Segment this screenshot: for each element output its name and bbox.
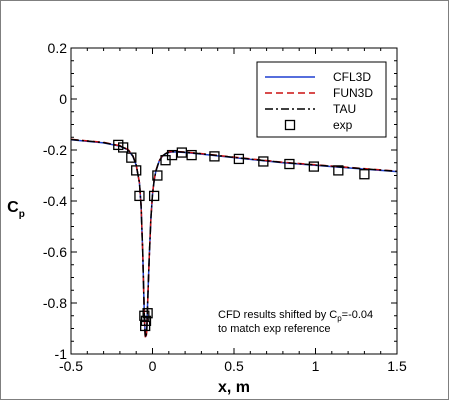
x-tick-label-3: 1	[312, 358, 320, 374]
y-axis-ticks: 0.2 0 -0.2 -0.4 -0.6 -0.8 -1	[43, 40, 397, 362]
y-tick-label-1: 0	[59, 91, 67, 107]
x-axis-label: x, m	[218, 379, 250, 396]
series-line-cfl3d	[71, 139, 397, 337]
legend-label-cfl3d: CFL3D	[333, 70, 371, 84]
legend: CFL3D FUN3D TAU exp	[256, 61, 387, 138]
y-axis-label-main: C	[7, 199, 19, 216]
legend-box	[256, 61, 387, 138]
y-axis-label-subscript: p	[19, 209, 25, 220]
exp-point-10	[152, 170, 163, 181]
exp-point-19	[308, 161, 320, 172]
y-tick-label-6: -1	[55, 346, 68, 362]
annotation: CFD results shifted by Cp=-0.04 to match…	[218, 309, 373, 335]
y-tick-label-2: -0.2	[43, 142, 67, 158]
exp-point-13	[176, 147, 187, 158]
exp-point-17	[258, 156, 269, 167]
exp-point-14	[186, 149, 197, 161]
exp-point-2	[126, 152, 137, 163]
y-axis-label: Cp	[7, 199, 25, 220]
exp-point-4	[134, 190, 145, 202]
legend-swatch-exp	[284, 119, 296, 131]
y-tick-label-5: -0.8	[43, 295, 67, 311]
y-tick-label-3: -0.4	[43, 193, 67, 209]
y-tick-label-4: -0.6	[43, 244, 67, 260]
exp-point-15	[209, 151, 220, 162]
legend-label-exp: exp	[333, 118, 353, 132]
exp-point-3	[131, 165, 142, 176]
exp-point-8	[142, 308, 153, 319]
x-tick-label-2: 0.5	[224, 358, 244, 374]
annotation-line-2: to match exp reference	[218, 323, 331, 335]
series-layer	[71, 138, 397, 340]
exp-point-20	[333, 165, 344, 176]
exp-point-9	[148, 190, 160, 202]
exp-point-21	[359, 169, 370, 180]
x-axis-ticks: -0.5 0 0.5 1 1.5	[59, 48, 407, 374]
x-tick-label-1: 0	[149, 358, 157, 374]
series-line-tau	[71, 138, 397, 339]
exp-point-7	[140, 315, 152, 327]
legend-label-fun3d: FUN3D	[333, 86, 373, 100]
exp-point-16	[233, 153, 245, 165]
exp-point-12	[166, 149, 178, 161]
exp-point-18	[284, 158, 295, 170]
legend-label-tau: TAU	[333, 102, 356, 116]
exp-point-1	[118, 142, 129, 153]
x-tick-label-4: 1.5	[387, 358, 407, 374]
annotation-line-1: CFD results shifted by Cp=-0.04	[218, 309, 373, 323]
y-tick-label-0: 0.2	[48, 40, 68, 56]
x-tick-label-0: -0.5	[59, 358, 83, 374]
